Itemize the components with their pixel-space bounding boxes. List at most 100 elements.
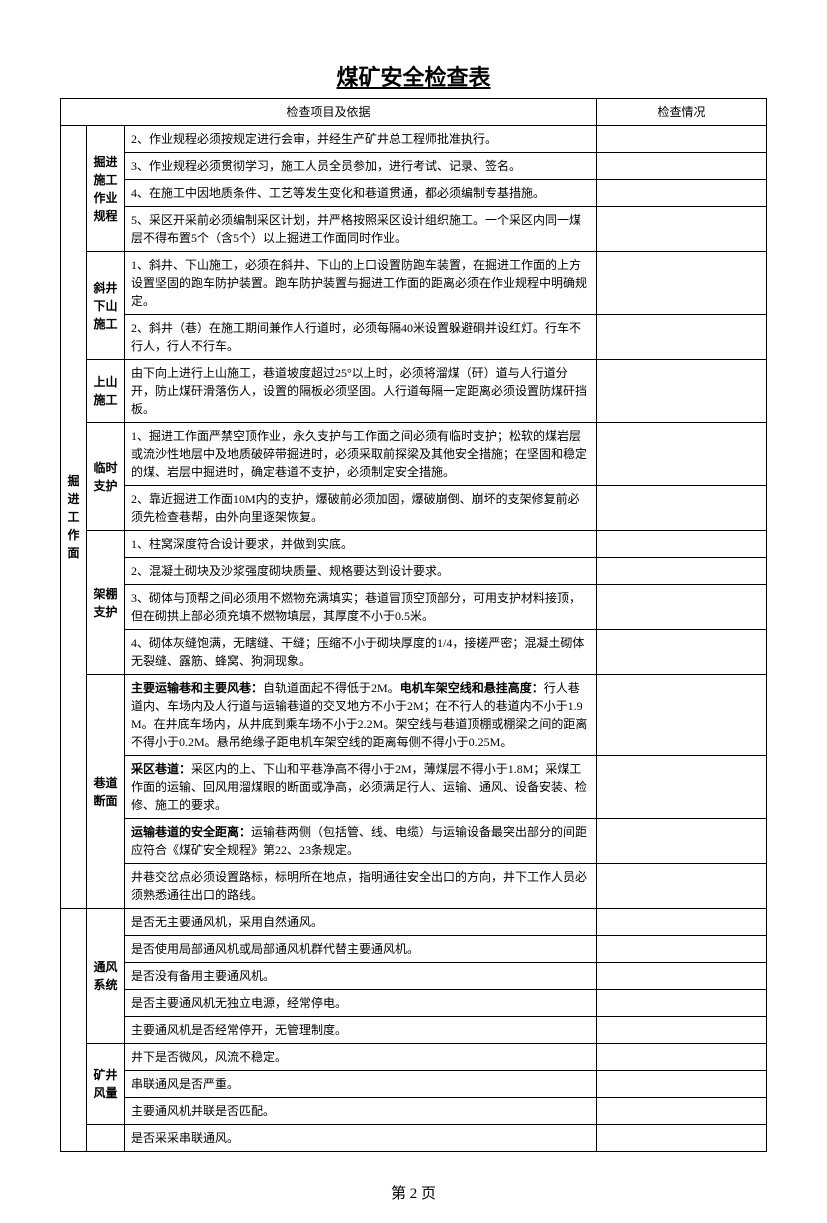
cell-content: 3、砌体与顶帮之间必须用不燃物充满填实；巷道冒顶空顶部分，可用支护材料接顶，但在… <box>125 585 597 630</box>
cell-content: 串联通风是否严重。 <box>125 1071 597 1098</box>
table-row: 主要通风机是否经常停开，无管理制度。 <box>61 1017 767 1044</box>
cell-content: 井巷交岔点必须设置路标，标明所在地点，指明通往安全出口的方向，井下工作人员必须熟… <box>125 864 597 909</box>
cell-status <box>597 558 767 585</box>
cell-content: 1、掘进工作面严禁空顶作业，永久支护与工作面之间必须有临时支护；松软的煤岩层或流… <box>125 423 597 486</box>
bold-prefix: 运输巷道的安全距离： <box>131 825 251 839</box>
bold-prefix: 电机车架空线和悬挂高度： <box>400 681 544 695</box>
bold-prefix: 采区巷道： <box>131 762 191 776</box>
table-row: 4、在施工中因地质条件、工艺等发生变化和巷道贯通，都必须编制专基措施。 <box>61 180 767 207</box>
cell-status <box>597 756 767 819</box>
cell-status <box>597 819 767 864</box>
group1-label: 掘进工作面 <box>61 126 87 909</box>
cell-content: 由下向上进行上山施工，巷道坡度超过25°以上时，必须将溜煤（矸）道与人行道分开，… <box>125 360 597 423</box>
group2-sub1-label: 通风系统 <box>87 909 125 1044</box>
bold-prefix: 主要运输巷和主要风巷： <box>131 681 263 695</box>
text-body: 采区内的上、下山和平巷净高不得小于2M，薄煤层不得小于1.8M；采煤工作面的运输… <box>131 762 587 812</box>
table-row: 2、混凝土砌块及沙浆强度砌块质量、规格要达到设计要求。 <box>61 558 767 585</box>
group1-sub1-label: 掘进施工作业规程 <box>87 126 125 252</box>
cell-status <box>597 936 767 963</box>
cell-status <box>597 360 767 423</box>
cell-status <box>597 864 767 909</box>
cell-content: 运输巷道的安全距离：运输巷两侧（包括管、线、电缆）与运输设备最突出部分的间距应符… <box>125 819 597 864</box>
group1-sub4-label: 临时支护 <box>87 423 125 531</box>
table-row: 4、砌体灰缝饱满，无瞎缝、干缝；压缩不小于砌块厚度的1/4，接槎严密；混凝土砌体… <box>61 630 767 675</box>
table-row: 3、砌体与顶帮之间必须用不燃物充满填实；巷道冒顶空顶部分，可用支护材料接顶，但在… <box>61 585 767 630</box>
group1-sub2-label: 斜井下山施工 <box>87 252 125 360</box>
table-row: 架棚支护 1、柱窝深度符合设计要求，并做到实底。 <box>61 531 767 558</box>
page-footer: 第 2 页 <box>60 1182 767 1203</box>
table-header-row: 检查项目及依据 检查情况 <box>61 99 767 126</box>
group2-sub3-label <box>87 1125 125 1152</box>
cell-content: 2、斜井（巷）在施工期间兼作人行道时，必须每隔40米设置躲避硐并设红灯。行车不行… <box>125 315 597 360</box>
cell-content: 主要运输巷和主要风巷：自轨道面起不得低于2M。电机车架空线和悬挂高度：行人巷道内… <box>125 675 597 756</box>
cell-status <box>597 1044 767 1071</box>
cell-content: 3、作业规程必须贯彻学习，施工人员全员参加，进行考试、记录、签名。 <box>125 153 597 180</box>
table-row: 是否主要通风机无独立电源，经常停电。 <box>61 990 767 1017</box>
safety-check-table: 检查项目及依据 检查情况 掘进工作面 掘进施工作业规程 2、作业规程必须按规定进… <box>60 98 767 1152</box>
cell-content: 是否主要通风机无独立电源，经常停电。 <box>125 990 597 1017</box>
cell-content: 4、砌体灰缝饱满，无瞎缝、干缝；压缩不小于砌块厚度的1/4，接槎严密；混凝土砌体… <box>125 630 597 675</box>
table-row: 斜井下山施工 1、斜井、下山施工，必须在斜井、下山的上口设置防跑车装置，在掘进工… <box>61 252 767 315</box>
cell-status <box>597 252 767 315</box>
cell-content: 采区巷道：采区内的上、下山和平巷净高不得小于2M，薄煤层不得小于1.8M；采煤工… <box>125 756 597 819</box>
cell-status <box>597 909 767 936</box>
cell-content: 井下是否微风，风流不稳定。 <box>125 1044 597 1071</box>
cell-status <box>597 585 767 630</box>
cell-status <box>597 153 767 180</box>
table-row: 主要通风机并联是否匹配。 <box>61 1098 767 1125</box>
table-row: 是否使用局部通风机或局部通风机群代替主要通风机。 <box>61 936 767 963</box>
group2-sub2-label: 矿井风量 <box>87 1044 125 1125</box>
table-row: 上山施工 由下向上进行上山施工，巷道坡度超过25°以上时，必须将溜煤（矸）道与人… <box>61 360 767 423</box>
cell-content: 1、柱窝深度符合设计要求，并做到实底。 <box>125 531 597 558</box>
cell-status <box>597 315 767 360</box>
table-row: 2、靠近掘进工作面10M内的支护，爆破前必须加固，爆破崩倒、崩坏的支架修复前必须… <box>61 486 767 531</box>
table-row: 是否采采串联通风。 <box>61 1125 767 1152</box>
cell-status <box>597 1017 767 1044</box>
table-row: 运输巷道的安全距离：运输巷两侧（包括管、线、电缆）与运输设备最突出部分的间距应符… <box>61 819 767 864</box>
cell-content: 5、采区开采前必须编制采区计划，并严格按照采区设计组织施工。一个采区内同一煤层不… <box>125 207 597 252</box>
cell-status <box>597 207 767 252</box>
cell-status <box>597 531 767 558</box>
cell-content: 主要通风机是否经常停开，无管理制度。 <box>125 1017 597 1044</box>
cell-status <box>597 126 767 153</box>
group1-sub3-label: 上山施工 <box>87 360 125 423</box>
cell-status <box>597 990 767 1017</box>
cell-status <box>597 1071 767 1098</box>
table-row: 是否没有备用主要通风机。 <box>61 963 767 990</box>
table-row: 2、斜井（巷）在施工期间兼作人行道时，必须每隔40米设置躲避硐并设红灯。行车不行… <box>61 315 767 360</box>
cell-status <box>597 1125 767 1152</box>
table-row: 5、采区开采前必须编制采区计划，并严格按照采区设计组织施工。一个采区内同一煤层不… <box>61 207 767 252</box>
cell-status <box>597 675 767 756</box>
table-row: 掘进工作面 掘进施工作业规程 2、作业规程必须按规定进行会审，并经生产矿井总工程… <box>61 126 767 153</box>
text-body: 自轨道面起不得低于2M。 <box>263 681 400 695</box>
cell-content: 1、斜井、下山施工，必须在斜井、下山的上口设置防跑车装置，在掘进工作面的上方设置… <box>125 252 597 315</box>
table-row: 通风系统 是否无主要通风机，采用自然通风。 <box>61 909 767 936</box>
cell-status <box>597 423 767 486</box>
cell-status <box>597 630 767 675</box>
table-row: 串联通风是否严重。 <box>61 1071 767 1098</box>
table-row: 巷道断面 主要运输巷和主要风巷：自轨道面起不得低于2M。电机车架空线和悬挂高度：… <box>61 675 767 756</box>
cell-status <box>597 180 767 207</box>
cell-status <box>597 963 767 990</box>
header-status: 检查情况 <box>597 99 767 126</box>
table-row: 3、作业规程必须贯彻学习，施工人员全员参加，进行考试、记录、签名。 <box>61 153 767 180</box>
cell-content: 主要通风机并联是否匹配。 <box>125 1098 597 1125</box>
header-content: 检查项目及依据 <box>61 99 597 126</box>
cell-content: 是否采采串联通风。 <box>125 1125 597 1152</box>
table-row: 临时支护 1、掘进工作面严禁空顶作业，永久支护与工作面之间必须有临时支护；松软的… <box>61 423 767 486</box>
cell-status <box>597 486 767 531</box>
page-title: 煤矿安全检查表 <box>60 60 767 92</box>
cell-content: 2、混凝土砌块及沙浆强度砌块质量、规格要达到设计要求。 <box>125 558 597 585</box>
cell-content: 是否使用局部通风机或局部通风机群代替主要通风机。 <box>125 936 597 963</box>
cell-status <box>597 1098 767 1125</box>
group1-sub5-label: 架棚支护 <box>87 531 125 675</box>
table-row: 井巷交岔点必须设置路标，标明所在地点，指明通往安全出口的方向，井下工作人员必须熟… <box>61 864 767 909</box>
group1-sub6-label: 巷道断面 <box>87 675 125 909</box>
group2-label <box>61 909 87 1152</box>
cell-content: 是否没有备用主要通风机。 <box>125 963 597 990</box>
table-row: 矿井风量 井下是否微风，风流不稳定。 <box>61 1044 767 1071</box>
cell-content: 2、靠近掘进工作面10M内的支护，爆破前必须加固，爆破崩倒、崩坏的支架修复前必须… <box>125 486 597 531</box>
cell-content: 是否无主要通风机，采用自然通风。 <box>125 909 597 936</box>
table-row: 采区巷道：采区内的上、下山和平巷净高不得小于2M，薄煤层不得小于1.8M；采煤工… <box>61 756 767 819</box>
cell-content: 2、作业规程必须按规定进行会审，并经生产矿井总工程师批准执行。 <box>125 126 597 153</box>
